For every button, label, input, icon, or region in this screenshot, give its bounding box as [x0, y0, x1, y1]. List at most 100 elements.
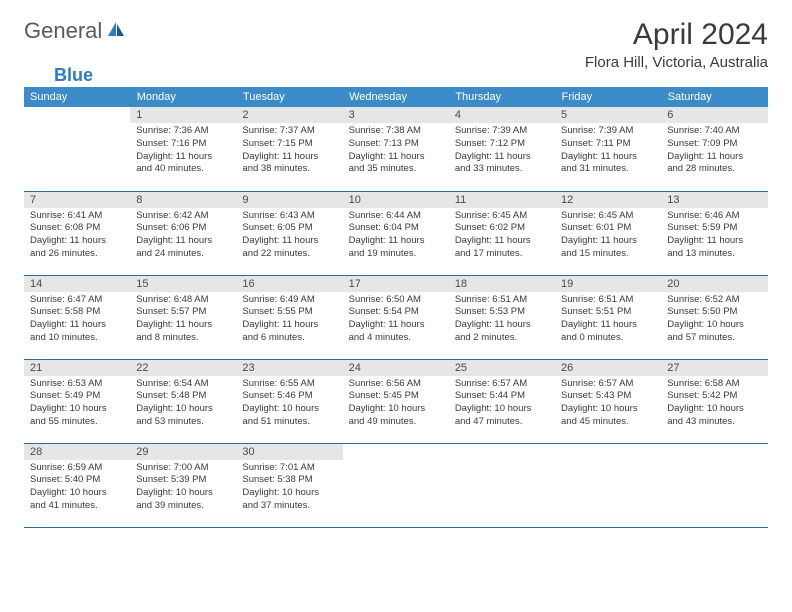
day-number: 24 [343, 360, 449, 376]
calendar-day-cell [343, 443, 449, 527]
location-text: Flora Hill, Victoria, Australia [585, 54, 768, 71]
calendar-day-cell: 2Sunrise: 7:37 AMSunset: 7:15 PMDaylight… [236, 107, 342, 191]
day-details: Sunrise: 6:43 AMSunset: 6:05 PMDaylight:… [236, 208, 342, 265]
calendar-day-cell: 11Sunrise: 6:45 AMSunset: 6:02 PMDayligh… [449, 191, 555, 275]
calendar-day-cell [661, 443, 767, 527]
logo-sail-icon [106, 20, 126, 43]
calendar-week-row: 14Sunrise: 6:47 AMSunset: 5:58 PMDayligh… [24, 275, 768, 359]
calendar-day-cell: 1Sunrise: 7:36 AMSunset: 7:16 PMDaylight… [130, 107, 236, 191]
calendar-body: 1Sunrise: 7:36 AMSunset: 7:16 PMDaylight… [24, 107, 768, 527]
day-number: 3 [343, 107, 449, 123]
day-number: 23 [236, 360, 342, 376]
day-details: Sunrise: 7:38 AMSunset: 7:13 PMDaylight:… [343, 123, 449, 180]
calendar-table: SundayMondayTuesdayWednesdayThursdayFrid… [24, 87, 768, 528]
day-number: 11 [449, 192, 555, 208]
day-number: 4 [449, 107, 555, 123]
day-details: Sunrise: 7:40 AMSunset: 7:09 PMDaylight:… [661, 123, 767, 180]
calendar-day-cell: 21Sunrise: 6:53 AMSunset: 5:49 PMDayligh… [24, 359, 130, 443]
calendar-day-cell [449, 443, 555, 527]
day-details: Sunrise: 6:55 AMSunset: 5:46 PMDaylight:… [236, 376, 342, 433]
calendar-day-cell: 3Sunrise: 7:38 AMSunset: 7:13 PMDaylight… [343, 107, 449, 191]
day-details: Sunrise: 6:56 AMSunset: 5:45 PMDaylight:… [343, 376, 449, 433]
day-number: 1 [130, 107, 236, 123]
day-details: Sunrise: 6:42 AMSunset: 6:06 PMDaylight:… [130, 208, 236, 265]
calendar-day-cell: 28Sunrise: 6:59 AMSunset: 5:40 PMDayligh… [24, 443, 130, 527]
weekday-header: Monday [130, 87, 236, 107]
weekday-header: Friday [555, 87, 661, 107]
calendar-day-cell: 5Sunrise: 7:39 AMSunset: 7:11 PMDaylight… [555, 107, 661, 191]
day-number: 6 [661, 107, 767, 123]
day-details: Sunrise: 6:51 AMSunset: 5:51 PMDaylight:… [555, 292, 661, 349]
day-details: Sunrise: 6:47 AMSunset: 5:58 PMDaylight:… [24, 292, 130, 349]
day-number: 12 [555, 192, 661, 208]
day-number: 8 [130, 192, 236, 208]
day-number: 9 [236, 192, 342, 208]
day-number: 22 [130, 360, 236, 376]
day-number: 21 [24, 360, 130, 376]
title-block: April 2024 Flora Hill, Victoria, Austral… [585, 18, 768, 71]
day-details: Sunrise: 6:59 AMSunset: 5:40 PMDaylight:… [24, 460, 130, 517]
day-details: Sunrise: 6:44 AMSunset: 6:04 PMDaylight:… [343, 208, 449, 265]
day-details: Sunrise: 7:39 AMSunset: 7:11 PMDaylight:… [555, 123, 661, 180]
day-number: 16 [236, 276, 342, 292]
calendar-day-cell: 9Sunrise: 6:43 AMSunset: 6:05 PMDaylight… [236, 191, 342, 275]
calendar-day-cell: 26Sunrise: 6:57 AMSunset: 5:43 PMDayligh… [555, 359, 661, 443]
day-number: 29 [130, 444, 236, 460]
calendar-day-cell: 10Sunrise: 6:44 AMSunset: 6:04 PMDayligh… [343, 191, 449, 275]
calendar-day-cell: 25Sunrise: 6:57 AMSunset: 5:44 PMDayligh… [449, 359, 555, 443]
calendar-week-row: 1Sunrise: 7:36 AMSunset: 7:16 PMDaylight… [24, 107, 768, 191]
day-details: Sunrise: 7:37 AMSunset: 7:15 PMDaylight:… [236, 123, 342, 180]
calendar-day-cell: 19Sunrise: 6:51 AMSunset: 5:51 PMDayligh… [555, 275, 661, 359]
calendar-day-cell: 23Sunrise: 6:55 AMSunset: 5:46 PMDayligh… [236, 359, 342, 443]
weekday-header: Tuesday [236, 87, 342, 107]
weekday-header: Wednesday [343, 87, 449, 107]
day-number: 25 [449, 360, 555, 376]
day-number: 5 [555, 107, 661, 123]
calendar-day-cell: 22Sunrise: 6:54 AMSunset: 5:48 PMDayligh… [130, 359, 236, 443]
day-number: 18 [449, 276, 555, 292]
day-details: Sunrise: 6:49 AMSunset: 5:55 PMDaylight:… [236, 292, 342, 349]
calendar-day-cell: 29Sunrise: 7:00 AMSunset: 5:39 PMDayligh… [130, 443, 236, 527]
calendar-day-cell: 16Sunrise: 6:49 AMSunset: 5:55 PMDayligh… [236, 275, 342, 359]
day-details: Sunrise: 6:51 AMSunset: 5:53 PMDaylight:… [449, 292, 555, 349]
day-details: Sunrise: 6:45 AMSunset: 6:01 PMDaylight:… [555, 208, 661, 265]
calendar-week-row: 21Sunrise: 6:53 AMSunset: 5:49 PMDayligh… [24, 359, 768, 443]
calendar-day-cell: 14Sunrise: 6:47 AMSunset: 5:58 PMDayligh… [24, 275, 130, 359]
day-number: 10 [343, 192, 449, 208]
day-details: Sunrise: 7:39 AMSunset: 7:12 PMDaylight:… [449, 123, 555, 180]
logo-text-blue: Blue [54, 65, 93, 86]
day-number: 30 [236, 444, 342, 460]
day-details: Sunrise: 7:36 AMSunset: 7:16 PMDaylight:… [130, 123, 236, 180]
day-details: Sunrise: 7:01 AMSunset: 5:38 PMDaylight:… [236, 460, 342, 517]
calendar-day-cell: 4Sunrise: 7:39 AMSunset: 7:12 PMDaylight… [449, 107, 555, 191]
logo-text-general: General [24, 18, 102, 44]
calendar-day-cell: 20Sunrise: 6:52 AMSunset: 5:50 PMDayligh… [661, 275, 767, 359]
calendar-day-cell: 24Sunrise: 6:56 AMSunset: 5:45 PMDayligh… [343, 359, 449, 443]
calendar-day-cell: 8Sunrise: 6:42 AMSunset: 6:06 PMDaylight… [130, 191, 236, 275]
day-number: 28 [24, 444, 130, 460]
day-details: Sunrise: 6:48 AMSunset: 5:57 PMDaylight:… [130, 292, 236, 349]
calendar-day-cell: 17Sunrise: 6:50 AMSunset: 5:54 PMDayligh… [343, 275, 449, 359]
calendar-day-cell [24, 107, 130, 191]
calendar-day-cell: 12Sunrise: 6:45 AMSunset: 6:01 PMDayligh… [555, 191, 661, 275]
calendar-day-cell: 13Sunrise: 6:46 AMSunset: 5:59 PMDayligh… [661, 191, 767, 275]
day-details: Sunrise: 6:46 AMSunset: 5:59 PMDaylight:… [661, 208, 767, 265]
calendar-day-cell: 18Sunrise: 6:51 AMSunset: 5:53 PMDayligh… [449, 275, 555, 359]
day-number: 20 [661, 276, 767, 292]
day-number: 2 [236, 107, 342, 123]
calendar-day-cell [555, 443, 661, 527]
day-details: Sunrise: 6:53 AMSunset: 5:49 PMDaylight:… [24, 376, 130, 433]
day-details: Sunrise: 6:45 AMSunset: 6:02 PMDaylight:… [449, 208, 555, 265]
day-number: 13 [661, 192, 767, 208]
day-details: Sunrise: 6:52 AMSunset: 5:50 PMDaylight:… [661, 292, 767, 349]
day-number: 26 [555, 360, 661, 376]
calendar-week-row: 7Sunrise: 6:41 AMSunset: 6:08 PMDaylight… [24, 191, 768, 275]
day-details: Sunrise: 6:58 AMSunset: 5:42 PMDaylight:… [661, 376, 767, 433]
calendar-day-cell: 6Sunrise: 7:40 AMSunset: 7:09 PMDaylight… [661, 107, 767, 191]
day-details: Sunrise: 6:54 AMSunset: 5:48 PMDaylight:… [130, 376, 236, 433]
calendar-day-cell: 7Sunrise: 6:41 AMSunset: 6:08 PMDaylight… [24, 191, 130, 275]
weekday-header: Thursday [449, 87, 555, 107]
day-details: Sunrise: 6:50 AMSunset: 5:54 PMDaylight:… [343, 292, 449, 349]
day-number: 15 [130, 276, 236, 292]
day-number: 7 [24, 192, 130, 208]
